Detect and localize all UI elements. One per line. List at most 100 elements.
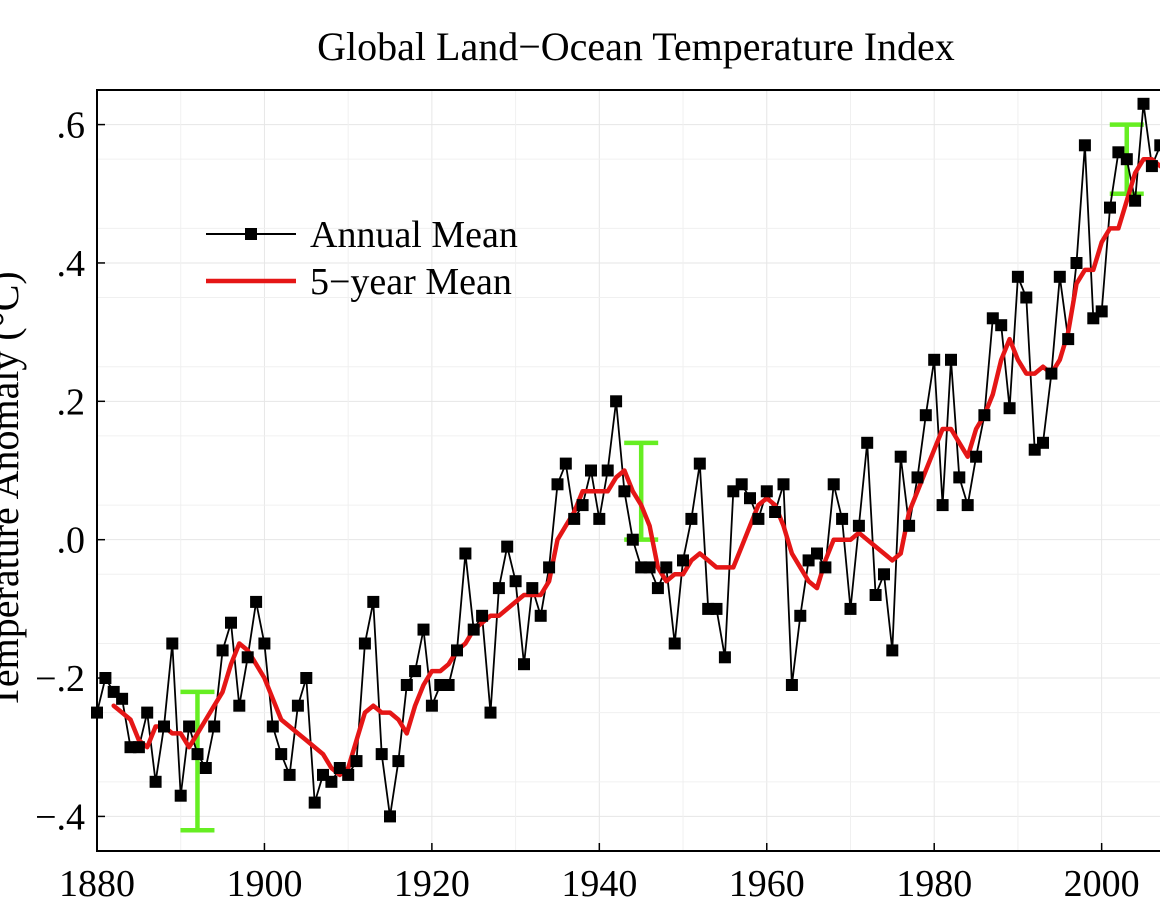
y-axis-label: Temperature Anomaly (°C) <box>0 271 27 709</box>
annual-mean-point <box>451 644 463 657</box>
annual-mean-point <box>744 492 756 505</box>
annual-mean-point <box>651 582 664 595</box>
annual-mean-point <box>794 609 807 622</box>
annual-mean-point <box>961 499 974 512</box>
y-tick-label: .0 <box>57 520 86 562</box>
annual-mean-point <box>116 692 129 705</box>
annual-mean-point <box>886 644 899 657</box>
annual-mean-point <box>325 775 338 788</box>
annual-mean-point <box>350 755 363 768</box>
annual-mean-point <box>585 464 597 477</box>
annual-mean-point <box>643 561 656 574</box>
annual-mean-point <box>970 450 983 463</box>
annual-mean-point <box>233 699 246 712</box>
annual-mean-point <box>1053 270 1066 283</box>
x-tick-label: 1920 <box>394 863 470 905</box>
annual-mean-point <box>551 478 564 491</box>
annual-mean-point <box>618 485 631 498</box>
annual-mean-point <box>811 547 823 560</box>
annual-mean-point <box>819 561 832 574</box>
annual-mean-point <box>568 512 581 525</box>
grid-lines <box>96 89 1160 852</box>
annual-mean-point <box>132 741 145 754</box>
annual-mean-point <box>559 457 572 470</box>
annual-mean-point <box>375 748 388 761</box>
annual-mean-point <box>484 706 497 719</box>
y-tick-label: −.2 <box>35 658 85 700</box>
annual-mean-point <box>342 768 355 781</box>
legend-5yr-mean: 5−year Mean <box>310 261 512 303</box>
x-tick-label: 1900 <box>226 863 302 905</box>
annual-mean-point <box>208 720 221 733</box>
annual-mean-point <box>241 651 254 664</box>
annual-mean-point <box>668 637 681 650</box>
annual-mean-point <box>919 409 932 422</box>
annual-mean-point <box>501 540 514 553</box>
x-tick-label: 1880 <box>59 863 135 905</box>
annual-mean-point <box>476 609 489 622</box>
annual-mean-point <box>384 810 396 823</box>
annual-mean-point <box>735 478 748 491</box>
annual-mean-point <box>442 679 455 691</box>
annual-mean-point <box>1020 291 1033 304</box>
annual-mean-markers <box>91 97 1160 823</box>
annual-mean-point <box>174 789 187 802</box>
annual-mean-point <box>693 457 706 470</box>
annual-mean-point <box>752 512 765 525</box>
uncertainty-bar <box>180 689 215 833</box>
annual-mean-point <box>141 706 154 719</box>
annual-mean-point <box>861 436 874 449</box>
annual-mean-point <box>308 796 321 809</box>
legend: Annual Mean 5−year Mean <box>206 214 518 303</box>
annual-mean-point <box>425 699 438 712</box>
x-tick-label: 2000 <box>1064 863 1140 905</box>
annual-mean-point <box>660 561 673 574</box>
annual-mean-point <box>995 319 1008 332</box>
annual-mean-point <box>760 485 773 498</box>
annual-mean-point <box>367 595 380 608</box>
annual-mean-point <box>409 665 422 678</box>
annual-mean-point <box>492 582 505 595</box>
annual-mean-point <box>1011 270 1024 283</box>
annual-mean-point <box>1045 367 1058 380</box>
annual-mean-point <box>911 471 924 484</box>
annual-mean-point <box>844 602 857 615</box>
annual-mean-point <box>518 658 530 671</box>
annual-mean-point <box>677 554 689 567</box>
annual-mean-point <box>534 609 547 622</box>
annual-mean-point <box>936 499 949 512</box>
annual-mean-point <box>158 720 170 733</box>
annual-mean-point <box>417 623 430 636</box>
annual-mean-point <box>869 589 882 601</box>
legend-annual-marker <box>245 228 257 240</box>
annual-mean-point <box>953 471 966 484</box>
annual-mean-point <box>593 512 606 525</box>
annual-mean-point <box>183 720 196 733</box>
y-tick-label: .4 <box>57 243 86 285</box>
y-tick-label: −.4 <box>35 796 85 838</box>
chart-title: Global Land−Ocean Temperature Index <box>317 24 955 69</box>
annual-mean-point <box>250 595 263 608</box>
annual-mean-point <box>978 409 991 422</box>
annual-mean-point <box>225 616 237 629</box>
y-tick-label: .2 <box>57 381 86 423</box>
annual-mean-point <box>769 506 782 518</box>
annual-mean-point <box>400 679 413 691</box>
annual-mean-point <box>1129 194 1142 207</box>
annual-mean-point <box>685 512 698 525</box>
annual-mean-point <box>1120 153 1133 166</box>
annual-mean-point <box>777 478 790 491</box>
annual-mean-point <box>1154 139 1160 152</box>
annual-mean-point <box>300 672 313 684</box>
annual-mean-point <box>1037 436 1049 449</box>
annual-mean-point <box>878 568 890 581</box>
legend-annual-mean: Annual Mean <box>310 214 518 256</box>
annual-mean-point <box>1078 139 1091 152</box>
x-tick-label: 1940 <box>561 863 637 905</box>
annual-mean-point <box>1095 305 1108 318</box>
annual-mean-point <box>928 353 941 366</box>
x-tick-label: 1980 <box>896 863 972 905</box>
annual-mean-point <box>191 748 204 761</box>
